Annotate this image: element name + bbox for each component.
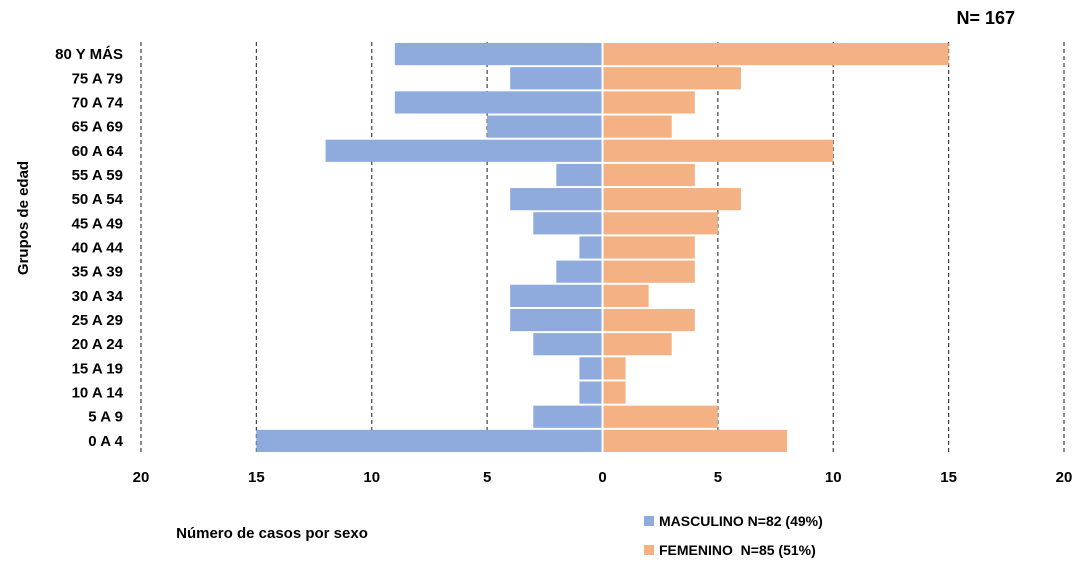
category-label: 25 A 29 xyxy=(72,312,123,329)
bar-femenino xyxy=(602,405,718,428)
grid-lines xyxy=(140,42,1065,453)
bar-masculino xyxy=(533,333,603,356)
bar-masculino xyxy=(325,139,603,162)
legend-swatch-femenino xyxy=(644,545,654,555)
bar-masculino xyxy=(579,357,603,380)
x-tick-label: 15 xyxy=(248,469,265,486)
bar-femenino xyxy=(602,260,695,283)
bar-femenino xyxy=(602,115,672,138)
bar-femenino xyxy=(602,381,626,404)
x-tick-label: 10 xyxy=(363,469,380,486)
bar-masculino xyxy=(579,236,603,259)
bar-masculino xyxy=(256,429,603,452)
category-label: 80 Y MÁS xyxy=(55,46,123,63)
x-tick-label: 0 xyxy=(598,469,606,486)
category-label: 35 A 39 xyxy=(72,264,123,281)
bar-masculino xyxy=(394,43,603,66)
category-label: 45 A 49 xyxy=(72,215,123,232)
bar-masculino xyxy=(556,163,603,187)
bar-femenino xyxy=(602,308,695,332)
bar-masculino xyxy=(510,67,603,90)
category-label: 30 A 34 xyxy=(72,288,124,305)
x-axis-label: Número de casos por sexo xyxy=(176,525,368,542)
x-tick-labels: 20 15 10 5 0 5 10 15 20 xyxy=(133,469,1073,486)
category-label: 75 A 79 xyxy=(72,70,123,87)
category-label: 20 A 24 xyxy=(72,336,124,353)
category-label: 70 A 74 xyxy=(72,94,124,111)
total-count-label: N= 167 xyxy=(956,8,1015,28)
category-label: 15 A 19 xyxy=(72,360,123,377)
legend-label-masculino: MASCULINO N=82 (49%) xyxy=(659,513,823,529)
category-label: 5 A 9 xyxy=(88,409,123,426)
bar-femenino xyxy=(602,163,695,187)
legend-swatch-masculino xyxy=(644,516,654,526)
x-tick-label: 10 xyxy=(825,469,842,486)
bar-masculino xyxy=(556,260,603,283)
bar-femenino xyxy=(602,429,788,452)
bar-femenino xyxy=(602,284,649,307)
bar-femenino xyxy=(602,139,834,162)
legend-label-femenino: FEMENINO N=85 (51%) xyxy=(659,542,816,558)
category-labels: 80 Y MÁS 75 A 79 70 A 74 65 A 69 60 A 64 55 A… xyxy=(55,46,123,450)
bars xyxy=(256,42,949,453)
x-tick-label: 15 xyxy=(940,469,957,486)
bar-femenino xyxy=(602,67,741,90)
category-label: 55 A 59 xyxy=(72,167,123,184)
bar-femenino xyxy=(602,43,949,66)
bar-femenino xyxy=(602,91,695,114)
bar-femenino xyxy=(602,357,626,380)
category-label: 65 A 69 xyxy=(72,119,123,136)
category-label: 40 A 44 xyxy=(72,240,124,257)
bar-masculino xyxy=(487,115,603,138)
bar-femenino xyxy=(602,333,672,356)
x-tick-label: 20 xyxy=(133,469,150,486)
bar-femenino xyxy=(602,236,695,259)
x-tick-label: 20 xyxy=(1056,469,1073,486)
bar-masculino xyxy=(533,212,603,235)
bar-masculino xyxy=(579,381,603,404)
bar-masculino xyxy=(510,308,603,332)
x-tick-label: 5 xyxy=(714,469,722,486)
category-label: 60 A 64 xyxy=(72,143,124,160)
category-label: 0 A 4 xyxy=(88,433,123,450)
bar-masculino xyxy=(394,91,603,114)
category-label: 50 A 54 xyxy=(72,191,124,208)
bar-femenino xyxy=(602,188,741,211)
bar-masculino xyxy=(510,188,603,211)
bar-masculino xyxy=(510,284,603,307)
category-label: 10 A 14 xyxy=(72,385,124,402)
x-tick-label: 5 xyxy=(483,469,491,486)
bar-femenino xyxy=(602,212,718,235)
y-axis-label: Grupos de edad xyxy=(15,161,32,275)
legend: MASCULINO N=82 (49%) FEMENINO N=85 (51%) xyxy=(644,513,823,558)
bar-masculino xyxy=(533,405,603,428)
